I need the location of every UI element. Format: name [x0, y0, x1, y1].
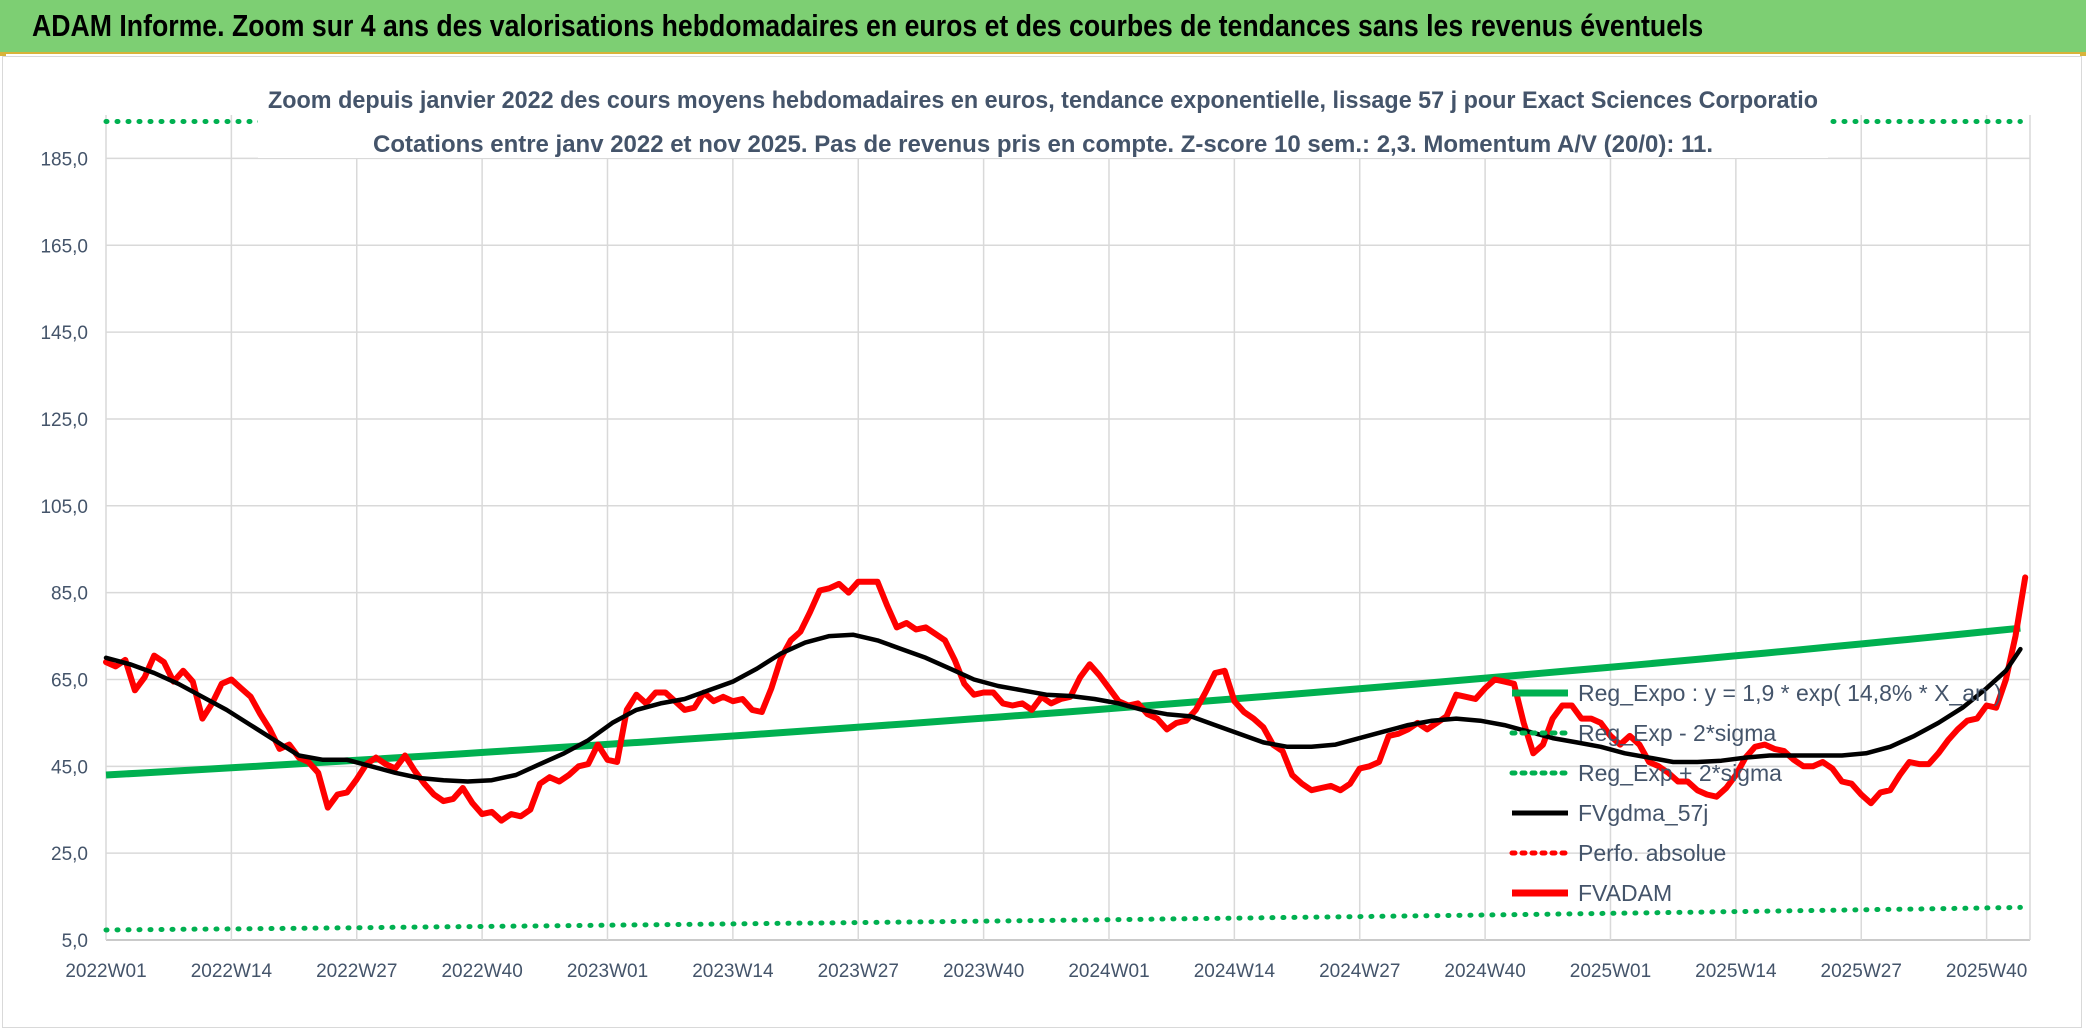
series-reg-exp-minus-2sigma: [103, 904, 2023, 933]
x-tick-label: 2025W27: [1821, 961, 1902, 982]
banner-title: ADAM Informe. Zoom sur 4 ans des valoris…: [32, 8, 1704, 43]
legend-label-fvgdma: FVgdma_57j: [1578, 800, 1708, 826]
x-tick-label: 2022W40: [441, 961, 522, 982]
x-tick-label: 2025W01: [1570, 961, 1651, 982]
chart-subtitle: Cotations entre janv 2022 et nov 2025. P…: [373, 131, 1713, 158]
y-tick-label: 65,0: [51, 670, 88, 691]
x-tick-label: 2023W27: [818, 961, 899, 982]
x-tick-label: 2025W14: [1695, 961, 1777, 982]
y-tick-label: 185,0: [40, 149, 88, 170]
x-tick-label: 2024W01: [1068, 961, 1149, 982]
x-tick-label: 2023W40: [943, 961, 1024, 982]
y-tick-label: 125,0: [40, 410, 88, 431]
x-tick-label: 2022W14: [191, 961, 273, 982]
y-tick-label: 25,0: [51, 844, 88, 865]
grid-lines: [105, 115, 2031, 941]
x-tick-label: 2022W01: [65, 961, 146, 982]
legend-label-reg-exp-minus: Reg_Exp - 2*sigma: [1578, 720, 1776, 746]
y-tick-label: 85,0: [51, 584, 88, 605]
x-tick-label: 2023W01: [567, 961, 648, 982]
x-tick-label: 2024W40: [1444, 961, 1525, 982]
y-tick-label: 145,0: [40, 323, 88, 344]
legend-label-fvadam: FVADAM: [1578, 880, 1672, 906]
y-tick-label: 5,0: [62, 931, 88, 952]
y-axis-tick-labels: 5,0 25,0 45,0 65,0 85,0 105,0 125,0 145,0 165,0 1…: [40, 149, 88, 952]
header-banner: ADAM Informe. Zoom sur 4 ans des valoris…: [0, 0, 2086, 54]
legend-label-reg-exp-plus: Reg_Exp + 2*sigma: [1578, 760, 1782, 786]
corner-accent-left: [0, 52, 6, 56]
series-fvgdma-57j: [103, 632, 2023, 784]
x-tick-label: 2024W14: [1194, 961, 1276, 982]
x-tick-label: 2023W14: [692, 961, 774, 982]
legend: Reg_Expo : y = 1,9 * exp( 14,8% * X_an )…: [1509, 680, 2002, 906]
series-reg-expo: [105, 624, 2021, 779]
title-backdrop: [258, 80, 1828, 158]
y-tick-label: 45,0: [51, 757, 88, 778]
legend-label-reg-expo: Reg_Expo : y = 1,9 * exp( 14,8% * X_an ): [1578, 680, 2002, 706]
x-tick-label: 2025W40: [1946, 961, 2027, 982]
y-tick-label: 105,0: [40, 497, 88, 518]
chart-frame: [2, 56, 2082, 1028]
chart-title: Zoom depuis janvier 2022 des cours moyen…: [268, 87, 1818, 114]
x-axis-tick-labels: 2022W01 2022W14 2022W27 2022W40 2023W01 2023W…: [65, 961, 2027, 982]
y-tick-label: 165,0: [40, 236, 88, 257]
corner-accent-right: [2080, 52, 2086, 56]
x-tick-label: 2024W27: [1319, 961, 1400, 982]
series-lines: [103, 119, 2029, 933]
x-tick-label: 2022W27: [316, 961, 397, 982]
legend-label-perfo: Perfo. absolue: [1578, 840, 1726, 866]
